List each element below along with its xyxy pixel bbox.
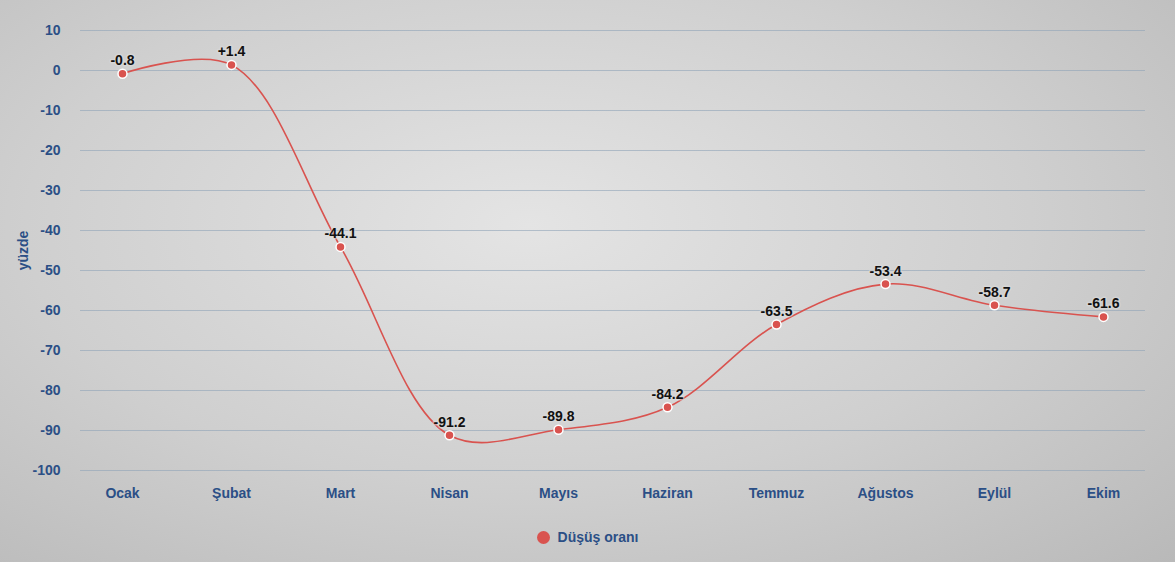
svg-text:Nisan: Nisan [430,485,468,501]
svg-text:-91.2: -91.2 [434,414,466,430]
svg-text:-40: -40 [40,222,60,238]
svg-text:-80: -80 [40,382,60,398]
svg-text:Temmuz: Temmuz [749,485,805,501]
svg-text:-0.8: -0.8 [110,52,134,68]
svg-text:-10: -10 [40,102,60,118]
svg-text:10: 10 [45,22,61,38]
svg-text:Ocak: Ocak [105,485,139,501]
svg-text:Mayıs: Mayıs [539,485,578,501]
svg-text:yüzde: yüzde [15,230,31,270]
svg-text:-90: -90 [40,422,60,438]
svg-text:-70: -70 [40,342,60,358]
svg-text:-44.1: -44.1 [325,225,357,241]
svg-text:-20: -20 [40,142,60,158]
svg-text:-30: -30 [40,182,60,198]
svg-text:-50: -50 [40,262,60,278]
html-text:Düşüş oranı: Düşüş oranı [557,529,639,545]
svg-text:Haziran: Haziran [642,485,693,501]
svg-text:-100: -100 [32,462,60,478]
svg-text:-89.8: -89.8 [543,408,575,424]
svg-text:-63.5: -63.5 [761,303,793,319]
svg-text:Mart: Mart [326,485,356,501]
svg-text:-58.7: -58.7 [979,284,1011,300]
svg-text:Ağustos: Ağustos [858,485,914,501]
svg-text:-84.2: -84.2 [652,386,684,402]
svg-text:+1.4: +1.4 [218,43,246,59]
svg-text:Ekim: Ekim [1087,485,1120,501]
svg-text:Eylül: Eylül [978,485,1011,501]
svg-text:-53.4: -53.4 [870,263,902,279]
svg-text:0: 0 [53,62,61,78]
svg-text:-61.6: -61.6 [1088,295,1120,311]
svg-text:Şubat: Şubat [212,485,251,501]
svg-text:-60: -60 [40,302,60,318]
